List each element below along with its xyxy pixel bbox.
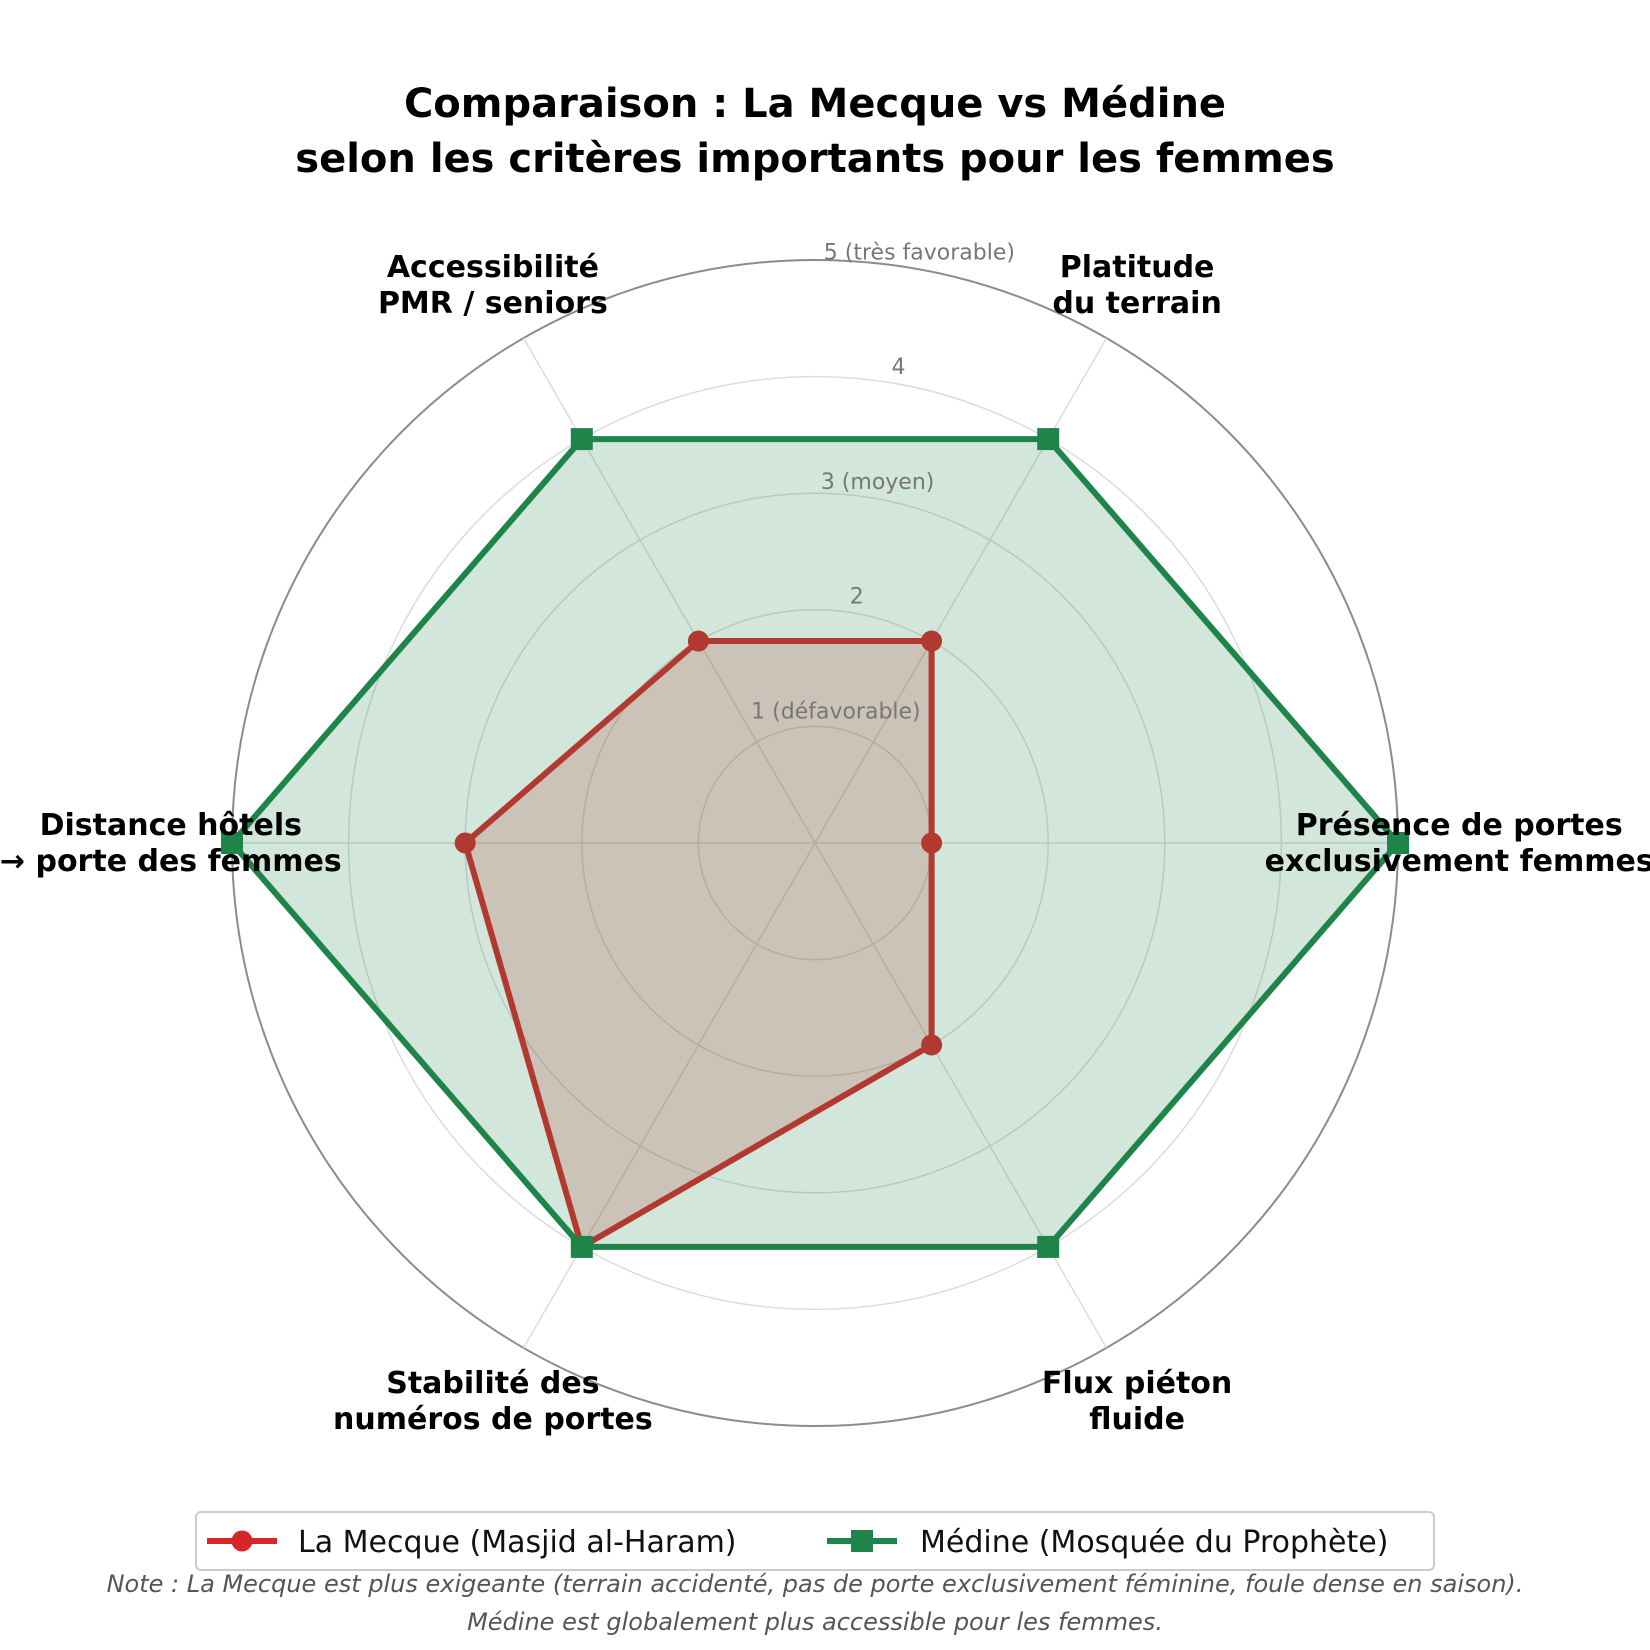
axis-labels: Présence de portes exclusivement femmes Pl…: [0, 250, 1650, 1437]
r-tick-label-4: 4: [892, 355, 906, 380]
grid-spoke-2: [522, 337, 816, 844]
series-1: [221, 428, 1409, 1258]
r-tick-label-1: 1 (défavorable): [751, 699, 921, 724]
r-tick-label-2: 2: [850, 585, 864, 610]
chart-title-line-2: selon les critères importants pour les f…: [295, 136, 1334, 182]
axis-label-1: Platitude du terrain: [1052, 250, 1221, 321]
series-1-point-1: [1037, 428, 1060, 451]
grid-spoke-1: [814, 337, 1108, 844]
axis-label-0: Présence de portes exclusivement femmes: [1265, 808, 1650, 879]
chart-note: Note : La Mecque est plus exigeante (ter…: [107, 1570, 1524, 1636]
note-line-2: Médine est globalement plus accessible p…: [467, 1608, 1163, 1636]
series-0-point-5: [921, 1034, 943, 1056]
series-1-point-5: [1037, 1235, 1060, 1258]
axis-label-4: Stabilité des numéros de portes: [333, 1366, 653, 1437]
radial-tick-labels: 1 (défavorable) 2 3 (moyen) 4 5 (très favora…: [751, 240, 1015, 724]
legend-marker-0: [231, 1530, 253, 1552]
legend-entry-0: La Mecque (Masjid al-Haram): [207, 1525, 737, 1560]
series-1-point-3: [221, 832, 243, 854]
radar-series: [221, 428, 1409, 1258]
grid-spoke-5: [814, 842, 1108, 1349]
legend-label-0: La Mecque (Masjid al-Haram): [298, 1525, 737, 1560]
grid-spoke-4: [522, 842, 816, 1349]
series-0-point-3: [454, 832, 476, 854]
series-0-point-0: [921, 832, 943, 854]
legend: La Mecque (Masjid al-Haram) Médine (Mosqu…: [195, 1511, 1435, 1571]
series-1-point-0: [1387, 832, 1409, 854]
legend-box: [195, 1511, 1435, 1571]
r-tick-label-3: 3 (moyen): [821, 470, 935, 495]
series-0-area: [465, 641, 932, 1247]
note-line-1: Note : La Mecque est plus exigeante (ter…: [107, 1570, 1524, 1598]
axis-label-2: Accessibilité PMR / seniors: [378, 250, 608, 321]
series-1-area: [232, 439, 1398, 1247]
legend-entry-1: Médine (Mosquée du Prophète): [827, 1525, 1388, 1560]
axis-label-5: Flux piéton fluide: [1042, 1366, 1232, 1437]
r-tick-label-5: 5 (très favorable): [824, 240, 1015, 265]
series-1-point-2: [570, 428, 593, 451]
legend-label-1: Médine (Mosquée du Prophète): [920, 1525, 1388, 1560]
chart-title-line-1: Comparaison : La Mecque vs Médine: [404, 81, 1226, 127]
legend-marker-1: [851, 1530, 873, 1552]
series-0-point-2: [687, 630, 709, 652]
axis-label-3: Distance hôtels → porte des femmes: [0, 808, 342, 879]
chart-title: Comparaison : La Mecque vs Médine selon …: [295, 81, 1334, 182]
series-0-point-1: [921, 630, 943, 652]
series-1-point-4: [570, 1235, 593, 1258]
